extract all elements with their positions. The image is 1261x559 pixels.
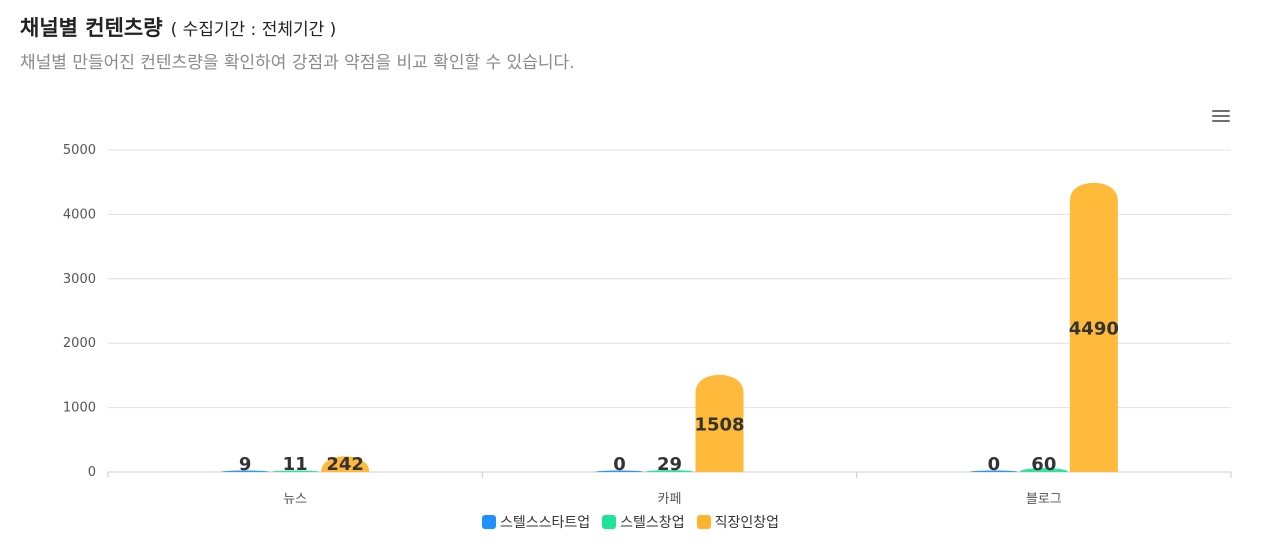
bar[interactable] <box>595 470 644 473</box>
bar[interactable] <box>221 470 270 473</box>
data-label: 0 <box>613 454 626 475</box>
data-label: 4490 <box>1069 318 1119 339</box>
data-label: 0 <box>988 454 1001 475</box>
bar[interactable] <box>1019 468 1068 472</box>
bar[interactable] <box>969 470 1018 473</box>
title-row: 채널별 컨텐츠량 ( 수집기간 : 전체기간 ) <box>20 12 1240 42</box>
legend-label: 직장인창업 <box>714 515 779 531</box>
bar[interactable] <box>645 470 694 472</box>
y-tick-label: 2000 <box>63 336 96 351</box>
bar[interactable] <box>321 456 370 472</box>
legend-item[interactable]: 스텔스스타트업 <box>482 512 590 532</box>
data-label: 9 <box>239 454 252 475</box>
y-tick-label: 1000 <box>63 401 96 416</box>
data-label: 1508 <box>694 414 744 435</box>
legend-swatch <box>602 515 617 529</box>
collection-period: ( 수집기간 : 전체기간 ) <box>170 20 337 40</box>
legend-item[interactable]: 직장인창업 <box>696 512 779 532</box>
chart-header: 채널별 컨텐츠량 ( 수집기간 : 전체기간 ) 채널별 만들어진 컨텐츠량을 … <box>20 12 1240 73</box>
y-tick-label: 3000 <box>63 272 96 287</box>
legend-swatch <box>696 515 711 529</box>
x-tick-label: 뉴스 <box>283 492 307 507</box>
legend-swatch <box>482 515 496 529</box>
bar[interactable] <box>271 470 320 473</box>
legend-item[interactable]: 스텔스창업 <box>602 512 685 532</box>
menu-line <box>1212 115 1230 117</box>
legend-label: 스텔스창업 <box>620 515 685 531</box>
x-tick-label: 카페 <box>658 492 682 507</box>
page-title: 채널별 컨텐츠량 <box>20 16 163 40</box>
data-label: 29 <box>657 454 682 475</box>
bar[interactable] <box>695 374 744 472</box>
menu-line <box>1212 110 1230 112</box>
bar[interactable] <box>1069 182 1118 472</box>
chart-legend: 스텔스스타트업 스텔스창업 직장인창업 <box>0 512 1261 532</box>
data-label: 11 <box>283 454 308 475</box>
y-tick-label: 0 <box>88 465 96 480</box>
x-tick-label: 블로그 <box>1026 492 1062 507</box>
menu-line <box>1212 120 1230 122</box>
data-label: 60 <box>1031 454 1056 475</box>
page-subtitle: 채널별 만들어진 컨텐츠량을 확인하여 강점과 약점을 비교 확인할 수 있습니… <box>20 53 575 73</box>
hamburger-menu-icon[interactable] <box>1208 104 1234 128</box>
data-label: 242 <box>326 454 364 475</box>
legend-label: 스텔스스타트업 <box>500 515 591 531</box>
y-tick-label: 5000 <box>63 143 96 158</box>
y-tick-label: 4000 <box>63 207 96 222</box>
